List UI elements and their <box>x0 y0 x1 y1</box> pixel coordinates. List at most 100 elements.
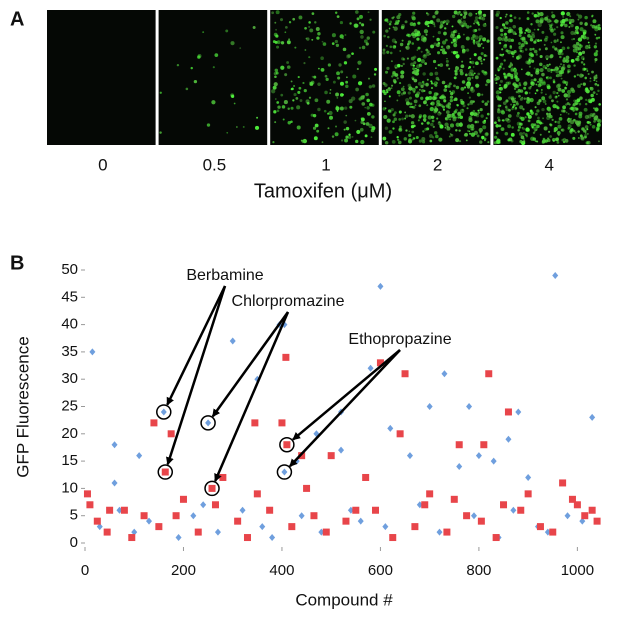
cell <box>399 50 402 52</box>
cell <box>440 104 444 108</box>
cell <box>410 120 415 125</box>
cell <box>367 11 370 14</box>
cell <box>501 48 504 51</box>
cell <box>544 37 548 42</box>
cell <box>456 12 460 16</box>
cell <box>526 17 530 21</box>
cell <box>274 98 277 100</box>
cell <box>448 135 451 138</box>
cell <box>455 66 460 71</box>
cell <box>445 38 448 42</box>
cell <box>515 101 519 104</box>
cell <box>503 32 507 36</box>
cell <box>344 138 349 143</box>
cell <box>302 138 307 144</box>
cell <box>497 118 501 122</box>
cell <box>474 75 479 80</box>
cell <box>360 120 364 125</box>
cell <box>275 71 279 75</box>
cell <box>295 97 299 100</box>
cell <box>342 37 344 40</box>
cell <box>561 65 566 71</box>
cell <box>458 129 461 132</box>
cell <box>331 135 335 138</box>
cell <box>583 63 586 66</box>
cell <box>438 121 441 124</box>
cell <box>385 70 389 74</box>
cell <box>480 52 484 56</box>
cell <box>520 43 525 48</box>
point <box>281 468 288 476</box>
cell <box>553 39 557 43</box>
cell <box>579 73 584 78</box>
cell <box>336 110 339 112</box>
cell <box>557 124 562 129</box>
point <box>441 370 448 378</box>
cell <box>450 41 454 44</box>
cell <box>438 137 443 142</box>
cell <box>526 71 531 76</box>
cell <box>316 129 320 133</box>
point <box>510 506 517 514</box>
cell <box>562 59 566 63</box>
cell <box>230 41 235 46</box>
cell <box>573 75 577 78</box>
cell <box>496 10 501 15</box>
cell <box>280 93 284 97</box>
cell <box>450 133 454 137</box>
cell <box>436 102 440 107</box>
cell <box>433 83 435 85</box>
cell <box>568 120 571 122</box>
cell <box>462 50 466 54</box>
cell <box>507 73 511 77</box>
point <box>559 479 567 487</box>
point <box>219 473 227 481</box>
cell <box>496 95 500 99</box>
cell <box>470 73 475 77</box>
cell <box>366 98 370 103</box>
cell <box>513 83 518 88</box>
cell <box>470 132 476 137</box>
cell <box>509 14 513 18</box>
cell <box>445 117 448 121</box>
cell <box>474 16 479 20</box>
cell <box>493 141 498 145</box>
cell <box>560 52 564 56</box>
cell <box>443 20 446 23</box>
cell <box>444 122 449 127</box>
cell <box>504 106 508 109</box>
cell <box>405 129 408 132</box>
cell <box>411 130 415 134</box>
cell <box>402 85 405 88</box>
cell <box>555 75 558 77</box>
cell <box>434 106 437 109</box>
cell <box>437 64 440 67</box>
cell <box>559 113 562 116</box>
cell <box>593 45 598 49</box>
cell <box>580 83 582 85</box>
point <box>568 495 576 503</box>
cell <box>541 30 545 34</box>
cell <box>583 134 588 138</box>
cell <box>335 105 338 108</box>
cell <box>280 41 285 45</box>
cell <box>437 30 441 35</box>
cell <box>400 25 405 30</box>
point <box>456 463 463 471</box>
cell <box>510 76 514 80</box>
point <box>505 435 512 443</box>
cell <box>522 108 525 111</box>
cell <box>554 66 559 71</box>
cell <box>292 17 296 21</box>
cell <box>502 53 505 56</box>
cell <box>391 140 396 144</box>
cell <box>361 23 365 27</box>
cell <box>565 55 570 60</box>
cell <box>410 15 415 19</box>
cell <box>392 127 395 130</box>
annotation-arrow <box>166 285 227 406</box>
cell <box>421 140 426 144</box>
cell <box>562 105 567 110</box>
cell <box>533 49 538 54</box>
cell <box>435 10 439 15</box>
